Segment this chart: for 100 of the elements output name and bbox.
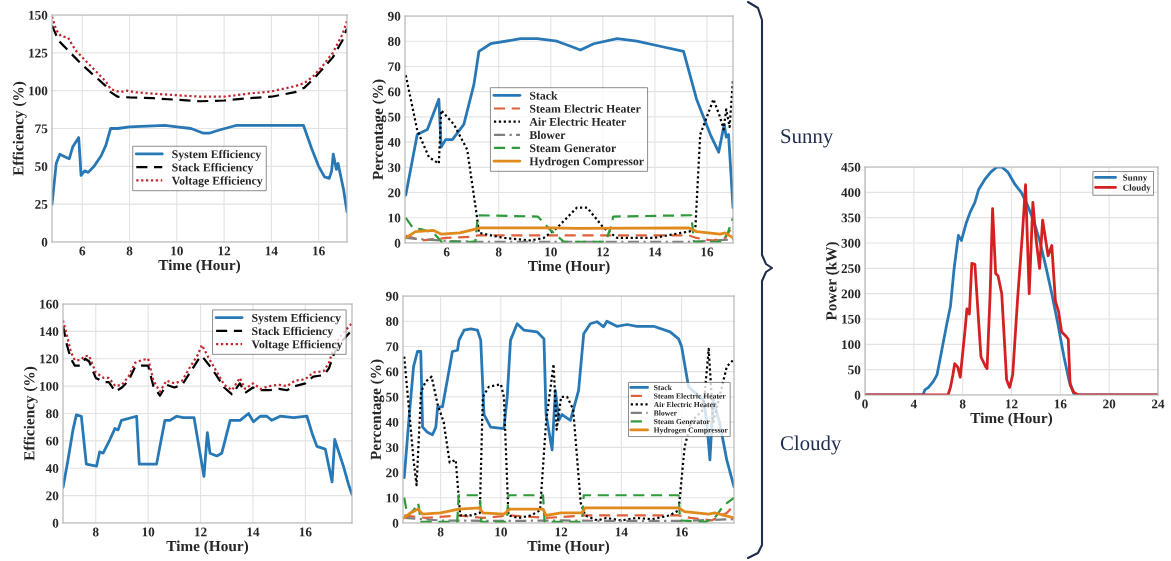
y-tick-label: 60 — [386, 367, 399, 377]
y-tick-label: 250 — [841, 264, 861, 274]
y-tick-label: 125 — [29, 48, 48, 58]
y-tick-label: 30 — [388, 163, 401, 173]
y-tick-label: 30 — [386, 443, 399, 453]
x-axis-title: Time (Hour) — [158, 259, 241, 274]
x-tick-label: 16 — [676, 527, 688, 537]
y-tick-label: 0 — [392, 518, 399, 528]
x-tick-label: 14 — [265, 246, 278, 256]
legend-label: System Efficiency — [252, 313, 341, 325]
x-tick-label: 16 — [701, 247, 714, 257]
x-tick-label: 12 — [555, 527, 568, 537]
legend-label: Stack Efficiency — [172, 163, 254, 174]
y-tick-label: 20 — [46, 491, 59, 501]
x-tick-label: 24 — [1151, 399, 1165, 409]
y-tick-label: 80 — [386, 317, 399, 326]
x-tick-label: 12 — [1005, 399, 1018, 409]
legend-label: Cloudy — [1123, 184, 1151, 193]
legend-label: Hydrogen Compressor — [529, 156, 644, 168]
legend-label: Stack — [530, 91, 558, 100]
legend-label: Steam Generator — [530, 144, 616, 153]
y-tick-label: 50 — [848, 365, 861, 375]
x-tick-label: 8 — [437, 527, 444, 537]
y-tick-label: 120 — [40, 354, 59, 364]
legend-label: Stack Efficiency — [252, 326, 334, 338]
x-tick-label: 10 — [545, 247, 557, 257]
y-tick-label: 450 — [841, 162, 861, 172]
y-tick-label: 300 — [841, 238, 861, 248]
y-tick-label: 70 — [388, 62, 401, 72]
y-tick-label: 0 — [394, 238, 401, 248]
x-tick-label: 12 — [195, 527, 207, 537]
legend-label: Voltage Efficiency — [251, 339, 343, 351]
x-axis-title: Time (Hour) — [970, 412, 1053, 427]
y-tick-label: 200 — [841, 289, 861, 299]
x-tick-label: 14 — [615, 527, 628, 537]
y-tick-label: 150 — [29, 10, 48, 20]
text: Sunny — [781, 129, 834, 148]
legend-label: Sunny — [1123, 174, 1148, 183]
x-axis-title: Time (Hour) — [166, 540, 249, 555]
legend-label: System Efficiency — [172, 149, 262, 161]
y-tick-label: 400 — [841, 188, 861, 198]
legend-label: Steam Electric Heater — [530, 104, 641, 113]
legend-label: Blower — [529, 130, 566, 140]
x-tick-label: 8 — [959, 399, 966, 409]
y-tick-label: 40 — [45, 464, 59, 473]
y-tick-label: 150 — [842, 314, 861, 324]
x-tick-label: 14 — [649, 247, 662, 257]
x-tick-label: 12 — [597, 247, 609, 257]
y-tick-label: 80 — [46, 409, 59, 419]
y-axis-title: Percentage (%) — [370, 359, 385, 460]
y-tick-label: 70 — [386, 342, 399, 352]
y-tick-label: 100 — [29, 86, 48, 96]
text: Cloudy — [780, 435, 842, 455]
y-axis-title: Percentage (%) — [372, 79, 387, 180]
x-axis-title: Time (Hour) — [528, 260, 610, 275]
x-tick-label: 4 — [910, 399, 917, 409]
x-tick-label: 16 — [313, 246, 325, 256]
y-tick-label: 40 — [385, 417, 399, 427]
y-tick-label: 350 — [841, 213, 861, 223]
y-tick-label: 0 — [41, 237, 48, 247]
y-tick-label: 0 — [52, 518, 59, 528]
x-tick-label: 0 — [862, 399, 868, 409]
x-tick-label: 6 — [79, 246, 86, 256]
x-axis-title: Time (Hour) — [527, 540, 610, 555]
x-tick-label: 10 — [142, 527, 155, 537]
y-tick-label: 80 — [388, 37, 401, 46]
x-tick-label: 16 — [299, 527, 312, 537]
x-tick-label: 8 — [495, 247, 502, 257]
y-tick-label: 160 — [40, 299, 59, 309]
y-tick-label: 10 — [388, 213, 401, 223]
y-tick-label: 90 — [386, 291, 399, 301]
line-series — [63, 412, 352, 496]
x-tick-label: 14 — [247, 527, 260, 537]
y-axis-title: Efficiency (%) — [12, 81, 27, 176]
x-tick-label: 6 — [443, 247, 450, 257]
y-tick-label: 50 — [388, 112, 401, 122]
y-tick-label: 40 — [387, 137, 401, 147]
y-tick-label: 50 — [386, 392, 399, 402]
y-tick-label: 50 — [35, 162, 48, 172]
x-tick-label: 10 — [171, 246, 183, 256]
y-tick-label: 0 — [854, 390, 861, 400]
y-axis-title: Efficiency (%) — [23, 366, 38, 461]
y-tick-label: 140 — [40, 327, 59, 337]
y-tick-label: 60 — [46, 436, 59, 446]
y-tick-label: 60 — [388, 87, 401, 97]
y-tick-label: 25 — [35, 200, 48, 209]
y-tick-label: 100 — [842, 340, 861, 350]
line-series — [52, 24, 347, 103]
x-tick-label: 8 — [126, 246, 133, 256]
y-tick-label: 10 — [386, 493, 399, 503]
x-tick-label: 16 — [1054, 399, 1067, 409]
x-tick-label: 10 — [495, 527, 507, 537]
y-tick-label: 75 — [35, 124, 48, 134]
legend-label: Voltage Efficiency — [171, 176, 263, 188]
legend-label: Air Electric Heater — [529, 117, 626, 126]
x-tick-label: 12 — [218, 246, 231, 256]
x-tick-label: 20 — [1103, 399, 1116, 409]
y-tick-label: 20 — [386, 468, 399, 478]
y-tick-label: 20 — [388, 188, 401, 198]
y-tick-label: 100 — [40, 381, 59, 391]
